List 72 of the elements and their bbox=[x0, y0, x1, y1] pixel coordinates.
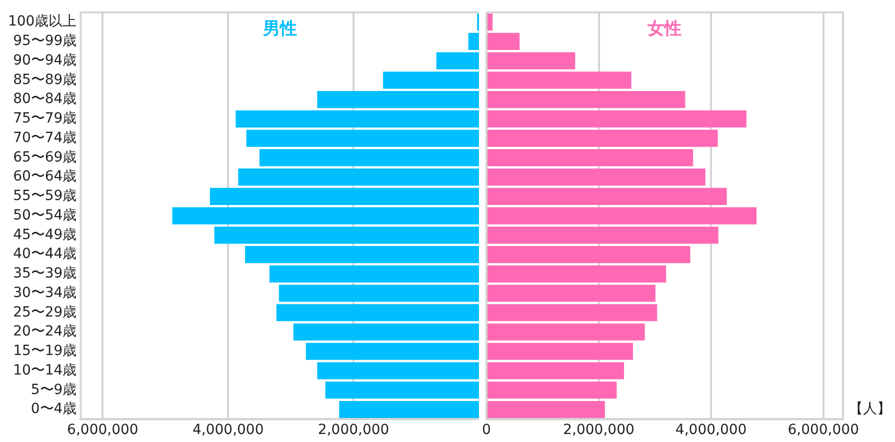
bar bbox=[487, 382, 617, 399]
bar bbox=[487, 284, 656, 302]
y-tick-label: 100歳以上 bbox=[8, 14, 77, 30]
bar bbox=[245, 246, 479, 264]
y-tick-label: 55〜59歳 bbox=[13, 188, 77, 204]
bar bbox=[487, 91, 686, 108]
y-tick-label: 70〜74歳 bbox=[13, 130, 77, 146]
y-tick-label: 90〜94歳 bbox=[13, 52, 77, 68]
y-tick-label: 10〜14歳 bbox=[13, 362, 77, 378]
x-tick-label: 0 bbox=[482, 422, 491, 438]
bar bbox=[236, 110, 479, 128]
x-axis-title: 【人】 bbox=[849, 400, 891, 417]
y-tick-label: 0〜4歳 bbox=[30, 401, 77, 418]
bar bbox=[246, 130, 479, 147]
bar bbox=[278, 284, 479, 302]
bar bbox=[306, 342, 479, 360]
bar bbox=[487, 265, 666, 282]
bar bbox=[238, 168, 479, 186]
text: 男性 bbox=[262, 18, 297, 39]
x-tick-label: 2,000,000 bbox=[563, 422, 634, 438]
y-tick-label: 35〜39歳 bbox=[13, 266, 77, 282]
y-tick-label: 20〜24歳 bbox=[13, 324, 77, 340]
bar bbox=[487, 52, 576, 70]
bar bbox=[487, 110, 746, 128]
y-tick-label: 5〜9歳 bbox=[30, 382, 77, 398]
bar bbox=[317, 362, 479, 380]
bar bbox=[487, 168, 706, 186]
bar bbox=[487, 72, 632, 89]
bar bbox=[487, 226, 718, 244]
bar bbox=[468, 32, 479, 50]
bar bbox=[293, 324, 479, 341]
bar bbox=[317, 91, 479, 108]
y-tick-label: 75〜79歳 bbox=[13, 110, 77, 127]
bar bbox=[383, 72, 479, 89]
x-tick-label: 2,000,000 bbox=[318, 422, 390, 438]
y-tick-label: 85〜89歳 bbox=[13, 72, 77, 88]
bar bbox=[487, 14, 493, 31]
text: 女性 bbox=[646, 18, 682, 39]
bar bbox=[210, 188, 479, 205]
y-tick-label: 15〜19歳 bbox=[13, 343, 77, 360]
bar bbox=[487, 324, 645, 341]
y-tick-label: 80〜84歳 bbox=[13, 91, 77, 108]
bar bbox=[487, 188, 727, 205]
bar bbox=[259, 149, 479, 166]
bar bbox=[487, 304, 658, 322]
y-tick-label: 25〜29歳 bbox=[13, 304, 77, 320]
bar bbox=[270, 265, 479, 282]
bar bbox=[325, 382, 479, 399]
bar bbox=[487, 400, 605, 418]
x-tick-label: 6,000,000 bbox=[788, 422, 859, 438]
bar bbox=[339, 400, 479, 418]
x-tick-label: 4,000,000 bbox=[192, 422, 264, 438]
x-tick-label: 6,000,000 bbox=[67, 422, 138, 438]
bar bbox=[487, 246, 690, 264]
bar bbox=[487, 32, 520, 50]
y-tick-label: 50〜54歳 bbox=[13, 207, 77, 224]
y-tick-label: 65〜69歳 bbox=[13, 149, 77, 166]
bar bbox=[172, 207, 479, 224]
y-tick-label: 60〜64歳 bbox=[13, 168, 77, 185]
y-tick-label: 95〜99歳 bbox=[13, 33, 77, 50]
bar bbox=[487, 130, 718, 147]
y-tick-label: 45〜49歳 bbox=[13, 226, 77, 243]
x-tick-label: 4,000,000 bbox=[675, 422, 747, 438]
bar bbox=[487, 149, 694, 166]
y-tick-label: 30〜34歳 bbox=[13, 284, 77, 301]
bar bbox=[487, 362, 624, 380]
bar bbox=[487, 342, 634, 360]
bar bbox=[487, 207, 757, 224]
bar bbox=[276, 304, 479, 322]
y-tick-label: 40〜44歳 bbox=[13, 246, 77, 262]
bar bbox=[214, 226, 479, 244]
bar bbox=[436, 52, 479, 70]
